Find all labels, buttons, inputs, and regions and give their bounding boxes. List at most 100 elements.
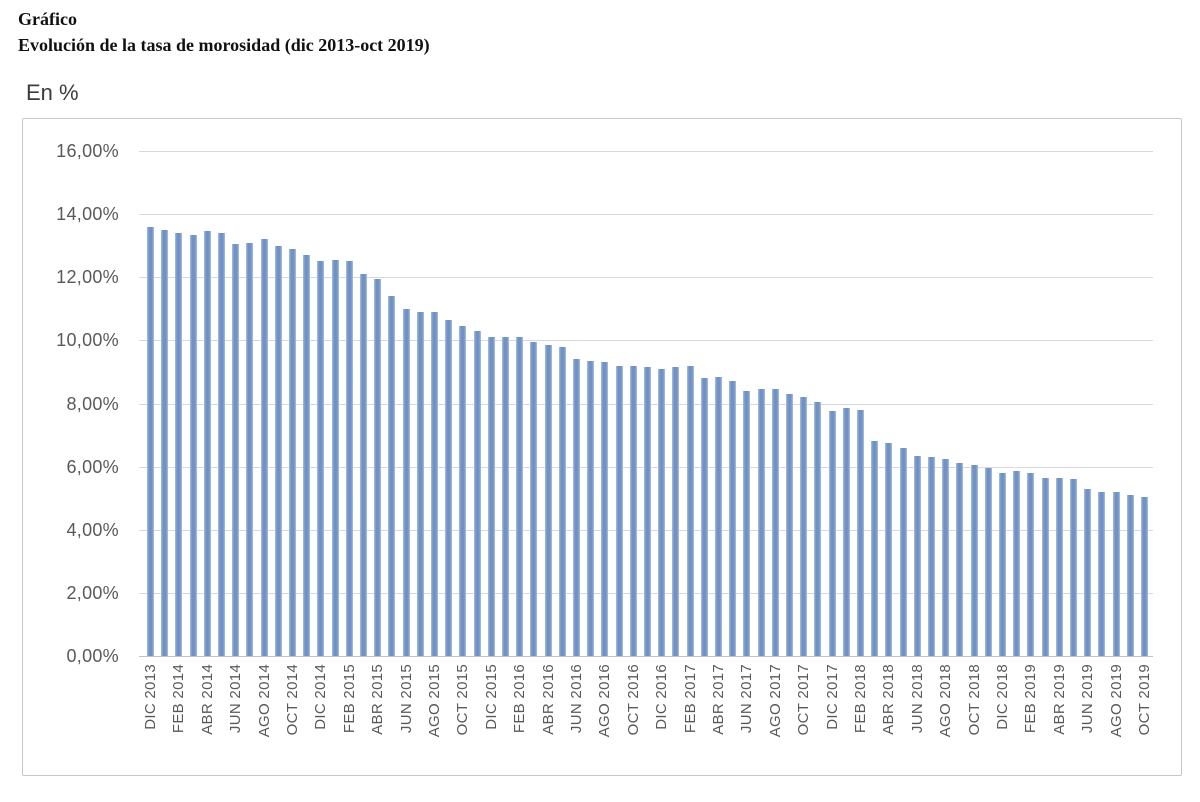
bar-jun-2018 [913, 455, 921, 656]
bar-may-2016 [558, 346, 566, 656]
x-axis-tick-label: FEB 2016 [511, 664, 529, 734]
bar-ene-2018 [842, 408, 850, 656]
bar-feb-2018 [857, 409, 864, 656]
bar-sep-2015 [445, 319, 453, 656]
bar-ago-2014 [260, 239, 268, 656]
x-axis-tick-label: OCT 2019 [1136, 664, 1153, 736]
chart-plot-area: 16,00% 14,00% 12,00% 10,00% 8,00% 6,00% 4,00% 2… [22, 118, 1182, 776]
x-axis-tick-label: AGO 2014 [255, 664, 273, 738]
x-axis-tick-label: ABR 2014 [198, 664, 216, 735]
x-axis-tick-label: FEB 2019 [1022, 664, 1040, 734]
y-axis-tick-label: 10,00% [56, 330, 119, 350]
bar-oct-2018 [970, 465, 978, 656]
bar-ago-2017 [771, 389, 779, 656]
bar-nov-2017 [814, 401, 822, 656]
x-axis-tick-label: OCT 2016 [624, 664, 642, 736]
bar-dic-2016 [658, 368, 666, 656]
bar-may-2017 [729, 381, 737, 656]
x-axis-tick-label: AGO 2018 [937, 664, 955, 738]
bar-feb-2019 [1027, 472, 1035, 656]
caption-title: Gráfico [18, 9, 77, 29]
bar-nov-2014 [303, 255, 311, 656]
y-axis-tick-label: 0,00% [66, 646, 119, 666]
bar-sep-2019 [1126, 495, 1134, 656]
bar-jun-2017 [743, 390, 751, 656]
figure-caption: Gráfico Evolución de la tasa de morosida… [18, 6, 430, 58]
x-axis-tick-label: ABR 2019 [1050, 664, 1068, 735]
bar-abr-2014 [203, 231, 211, 656]
bar-jun-2015 [402, 308, 410, 656]
y-axis-tick-label: 2,00% [66, 583, 119, 603]
y-axis-tick-label: 4,00% [66, 520, 119, 540]
bar-ene-2016 [502, 337, 509, 656]
bar-dic-2018 [999, 472, 1006, 656]
bar-sep-2016 [615, 365, 623, 656]
x-axis-tick-label: JUN 2016 [568, 664, 585, 734]
gridline [139, 151, 1153, 152]
bar-oct-2019 [1141, 496, 1148, 656]
x-axis-tick-label: AGO 2019 [1107, 664, 1125, 738]
y-axis-unit-label: En % [26, 80, 79, 105]
x-axis-tick-label: ABR 2017 [710, 664, 727, 735]
y-axis-tick-label: 12,00% [56, 267, 119, 287]
bar-nov-2015 [473, 330, 481, 656]
y-axis-tick-label: 6,00% [66, 457, 119, 477]
bar-mar-2016 [530, 341, 538, 656]
x-axis-tick-label: DIC 2018 [994, 664, 1011, 730]
x-axis-tick-label: JUN 2015 [397, 664, 415, 734]
bar-ene-2015 [331, 259, 339, 656]
y-axis-tick-label: 8,00% [66, 394, 119, 414]
bar-sep-2018 [956, 463, 964, 656]
bar-feb-2017 [686, 365, 694, 656]
y-axis-tick-label: 16,00% [56, 141, 119, 161]
bar-jul-2014 [246, 242, 254, 656]
x-axis-tick-label: FEB 2018 [852, 664, 869, 734]
caption-subtitle: Evolución de la tasa de morosidad (dic 2… [18, 35, 430, 55]
x-axis-tick-label: ABR 2016 [539, 664, 557, 735]
bar-mar-2017 [700, 378, 708, 656]
bar-jul-2017 [757, 389, 765, 656]
x-axis-tick-label: OCT 2017 [795, 664, 813, 736]
y-axis-tick-label: 14,00% [56, 204, 119, 224]
bar-oct-2017 [800, 397, 808, 656]
bar-dic-2015 [487, 337, 495, 656]
bar-feb-2016 [516, 337, 524, 656]
bar-oct-2014 [289, 248, 296, 656]
bar-nov-2018 [984, 468, 992, 656]
x-axis-tick-label: OCT 2018 [965, 664, 983, 736]
bar-may-2014 [218, 233, 225, 656]
x-axis-tick-label: DIC 2015 [482, 664, 500, 730]
x-axis-tick-label: DIC 2017 [823, 664, 841, 730]
x-axis-tick-label: FEB 2014 [170, 664, 188, 734]
bar-mar-2018 [871, 441, 879, 656]
x-axis-tick-label: OCT 2014 [284, 664, 301, 736]
x-axis-tick-label: JUN 2014 [227, 664, 245, 734]
bar-ene-2019 [1013, 471, 1021, 656]
bar-mar-2019 [1041, 477, 1049, 656]
bar-ene-2017 [672, 367, 680, 656]
gridline [139, 214, 1153, 215]
bar-sep-2014 [274, 245, 282, 656]
bar-dic-2013 [147, 226, 154, 656]
bar-jun-2014 [232, 244, 240, 656]
bar-jul-2016 [587, 360, 595, 656]
bar-jul-2015 [416, 311, 424, 656]
bar-jun-2019 [1084, 488, 1092, 656]
bar-jul-2019 [1098, 491, 1106, 656]
x-axis-tick-label: DIC 2014 [312, 664, 330, 730]
bar-dic-2017 [828, 411, 836, 656]
x-axis-tick-label: AGO 2017 [766, 664, 784, 738]
x-axis-tick-label: AGO 2016 [596, 664, 614, 738]
bar-mar-2015 [360, 274, 367, 656]
bar-ago-2015 [431, 311, 438, 656]
bar-ago-2016 [601, 362, 609, 656]
bar-sep-2017 [786, 394, 793, 656]
bar-abr-2018 [885, 442, 893, 656]
bar-mar-2014 [189, 234, 197, 656]
bar-abr-2017 [715, 376, 722, 656]
x-axis-tick-label: JUN 2017 [738, 664, 756, 734]
bar-abr-2015 [374, 278, 382, 656]
bar-feb-2014 [175, 233, 183, 656]
bar-jul-2018 [928, 457, 935, 656]
